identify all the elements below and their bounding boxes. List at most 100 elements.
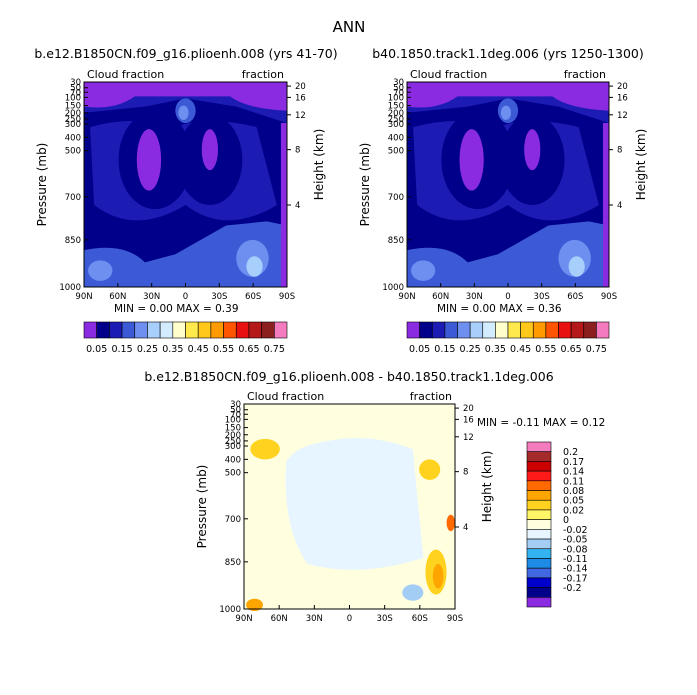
colorbar-swatch bbox=[526, 567, 552, 579]
y-tick-label: 500 bbox=[225, 469, 241, 479]
stats-text: MIN = -0.11 MAX = 0.12 bbox=[477, 417, 605, 429]
right-label: fraction bbox=[564, 68, 606, 81]
colorbar-label: 0.45 bbox=[510, 344, 531, 355]
panel-title: b.e12.B1850CN.f09_g16.plioenh.008 (yrs 4… bbox=[34, 46, 337, 61]
y-tick-label: 500 bbox=[65, 147, 81, 157]
colorbar-label: 0.65 bbox=[561, 344, 582, 355]
figure-title: ANN bbox=[333, 18, 366, 36]
panel-title: b.e12.B1850CN.f09_g16.plioenh.008 - b40.… bbox=[144, 369, 553, 384]
y-tick-label: 70 bbox=[70, 88, 81, 98]
colorbar-swatch bbox=[96, 321, 110, 339]
left-label: Cloud fraction bbox=[87, 68, 164, 81]
y-tick-label: 70 bbox=[230, 410, 241, 420]
y-tick-label: 100 bbox=[65, 93, 81, 103]
field-min-left bbox=[459, 129, 484, 191]
y-axis-title-right: Height (km) bbox=[480, 451, 494, 522]
colorbar-swatch bbox=[570, 321, 585, 339]
colorbar-swatch bbox=[235, 321, 250, 339]
colorbar-label: 0.55 bbox=[535, 344, 556, 355]
y-tick-label: 700 bbox=[225, 515, 241, 525]
colorbar-label: 0.75 bbox=[586, 344, 607, 355]
height-tick-label: 8 bbox=[617, 146, 622, 156]
height-tick-label: 20 bbox=[295, 82, 306, 92]
diff-surface-north bbox=[246, 598, 263, 612]
colorbar-label: -0.17 bbox=[563, 573, 588, 584]
colorbar-swatch bbox=[545, 321, 559, 339]
right-label: fraction bbox=[410, 390, 452, 403]
diff-edge-max bbox=[446, 514, 455, 532]
colorbar-swatch bbox=[526, 441, 552, 453]
field-low-cloud bbox=[84, 221, 287, 287]
min-value: 0.00 bbox=[149, 303, 176, 315]
y-tick-label: 200 bbox=[65, 109, 81, 119]
colorbar-swatch bbox=[147, 321, 161, 339]
y-tick-label: 300 bbox=[65, 120, 81, 130]
colorbar-label: 0.05 bbox=[563, 496, 584, 507]
x-tick-label: 60S bbox=[567, 292, 583, 302]
y-tick-label: 70 bbox=[393, 88, 404, 98]
colorbar-label: -0.08 bbox=[563, 544, 588, 555]
colorbar-swatch bbox=[526, 558, 552, 569]
colorbar-swatch bbox=[457, 321, 471, 339]
x-tick-label: 0 bbox=[505, 292, 510, 302]
x-tick-label: 90S bbox=[447, 614, 463, 624]
height-tick-label: 8 bbox=[295, 146, 300, 156]
colorbar-swatch bbox=[526, 499, 552, 511]
field-edge-south bbox=[602, 123, 609, 287]
colorbar-label: 0.08 bbox=[563, 486, 584, 497]
stats-text: MIN = 0.00 MAX = 0.39 bbox=[114, 303, 239, 315]
colorbar-label: 0.17 bbox=[563, 457, 584, 468]
colorbar-label: -0.14 bbox=[563, 564, 588, 575]
y-tick-label: 700 bbox=[388, 193, 404, 203]
colorbar-label: 0.45 bbox=[188, 344, 209, 355]
field-low-cloud-north bbox=[88, 260, 113, 281]
height-tick-label: 16 bbox=[617, 93, 628, 103]
y-tick-label: 700 bbox=[65, 193, 81, 203]
height-tick-label: 16 bbox=[463, 415, 474, 425]
colorbar-label: 0.35 bbox=[162, 344, 183, 355]
colorbar-label: 0.14 bbox=[563, 467, 584, 478]
x-tick-label: 0 bbox=[347, 614, 352, 624]
colorbar-label: 0 bbox=[563, 515, 569, 526]
left-label: Cloud fraction bbox=[410, 68, 487, 81]
field-min-right bbox=[201, 129, 218, 171]
panel-1: b.e12.B1850CN.f09_g16.plioenh.008 (yrs 4… bbox=[34, 46, 337, 315]
colorbar-swatch bbox=[526, 509, 552, 520]
min-value: 0.00 bbox=[472, 303, 499, 315]
y-tick-label: 500 bbox=[388, 147, 404, 157]
colorbar-swatch bbox=[210, 321, 224, 339]
colorbar-label: -0.11 bbox=[563, 554, 588, 565]
y-tick-label: 250 bbox=[225, 437, 241, 447]
height-tick-label: 12 bbox=[463, 433, 474, 443]
height-tick-label: 12 bbox=[295, 111, 306, 121]
colorbar-swatch bbox=[406, 321, 420, 339]
y-axis-title-right: Height (km) bbox=[312, 129, 326, 200]
colorbar-horizontal-1: 0.05 0.15 0.25 0.35 0.45 0.55 0.65 0.75 bbox=[83, 321, 288, 355]
max-value: 0.12 bbox=[582, 417, 605, 429]
y-tick-label: 150 bbox=[225, 424, 241, 434]
y-tick-label: 850 bbox=[388, 236, 404, 246]
min-label: MIN = bbox=[114, 303, 149, 315]
y-axis-title-right: Height (km) bbox=[634, 129, 648, 200]
colorbar-label: 0.55 bbox=[213, 344, 234, 355]
diff-negative-low bbox=[402, 584, 424, 601]
colorbar-swatch bbox=[520, 321, 534, 339]
colorbar-swatch bbox=[172, 321, 186, 339]
y-tick-label: 300 bbox=[388, 120, 404, 130]
height-tick-label: 4 bbox=[617, 201, 622, 211]
height-tick-label: 4 bbox=[295, 201, 300, 211]
colorbar-label: 0.2 bbox=[563, 447, 578, 458]
y-tick-label: 1000 bbox=[59, 283, 81, 293]
colorbar-label: 0.35 bbox=[485, 344, 506, 355]
colorbar-swatch bbox=[526, 548, 552, 559]
colorbar-swatch bbox=[261, 321, 275, 339]
colorbar-swatch bbox=[526, 480, 552, 491]
x-tick-label: 90N bbox=[75, 292, 92, 302]
colorbar-label: -0.05 bbox=[563, 535, 588, 546]
field-low-cloud-north bbox=[411, 260, 436, 281]
y-axis-title: Pressure (mb) bbox=[358, 143, 372, 227]
colorbar-swatch bbox=[83, 321, 97, 339]
y-tick-label: 50 bbox=[230, 406, 241, 416]
colorbar-swatch bbox=[526, 451, 552, 462]
max-value: 0.39 bbox=[215, 303, 238, 315]
